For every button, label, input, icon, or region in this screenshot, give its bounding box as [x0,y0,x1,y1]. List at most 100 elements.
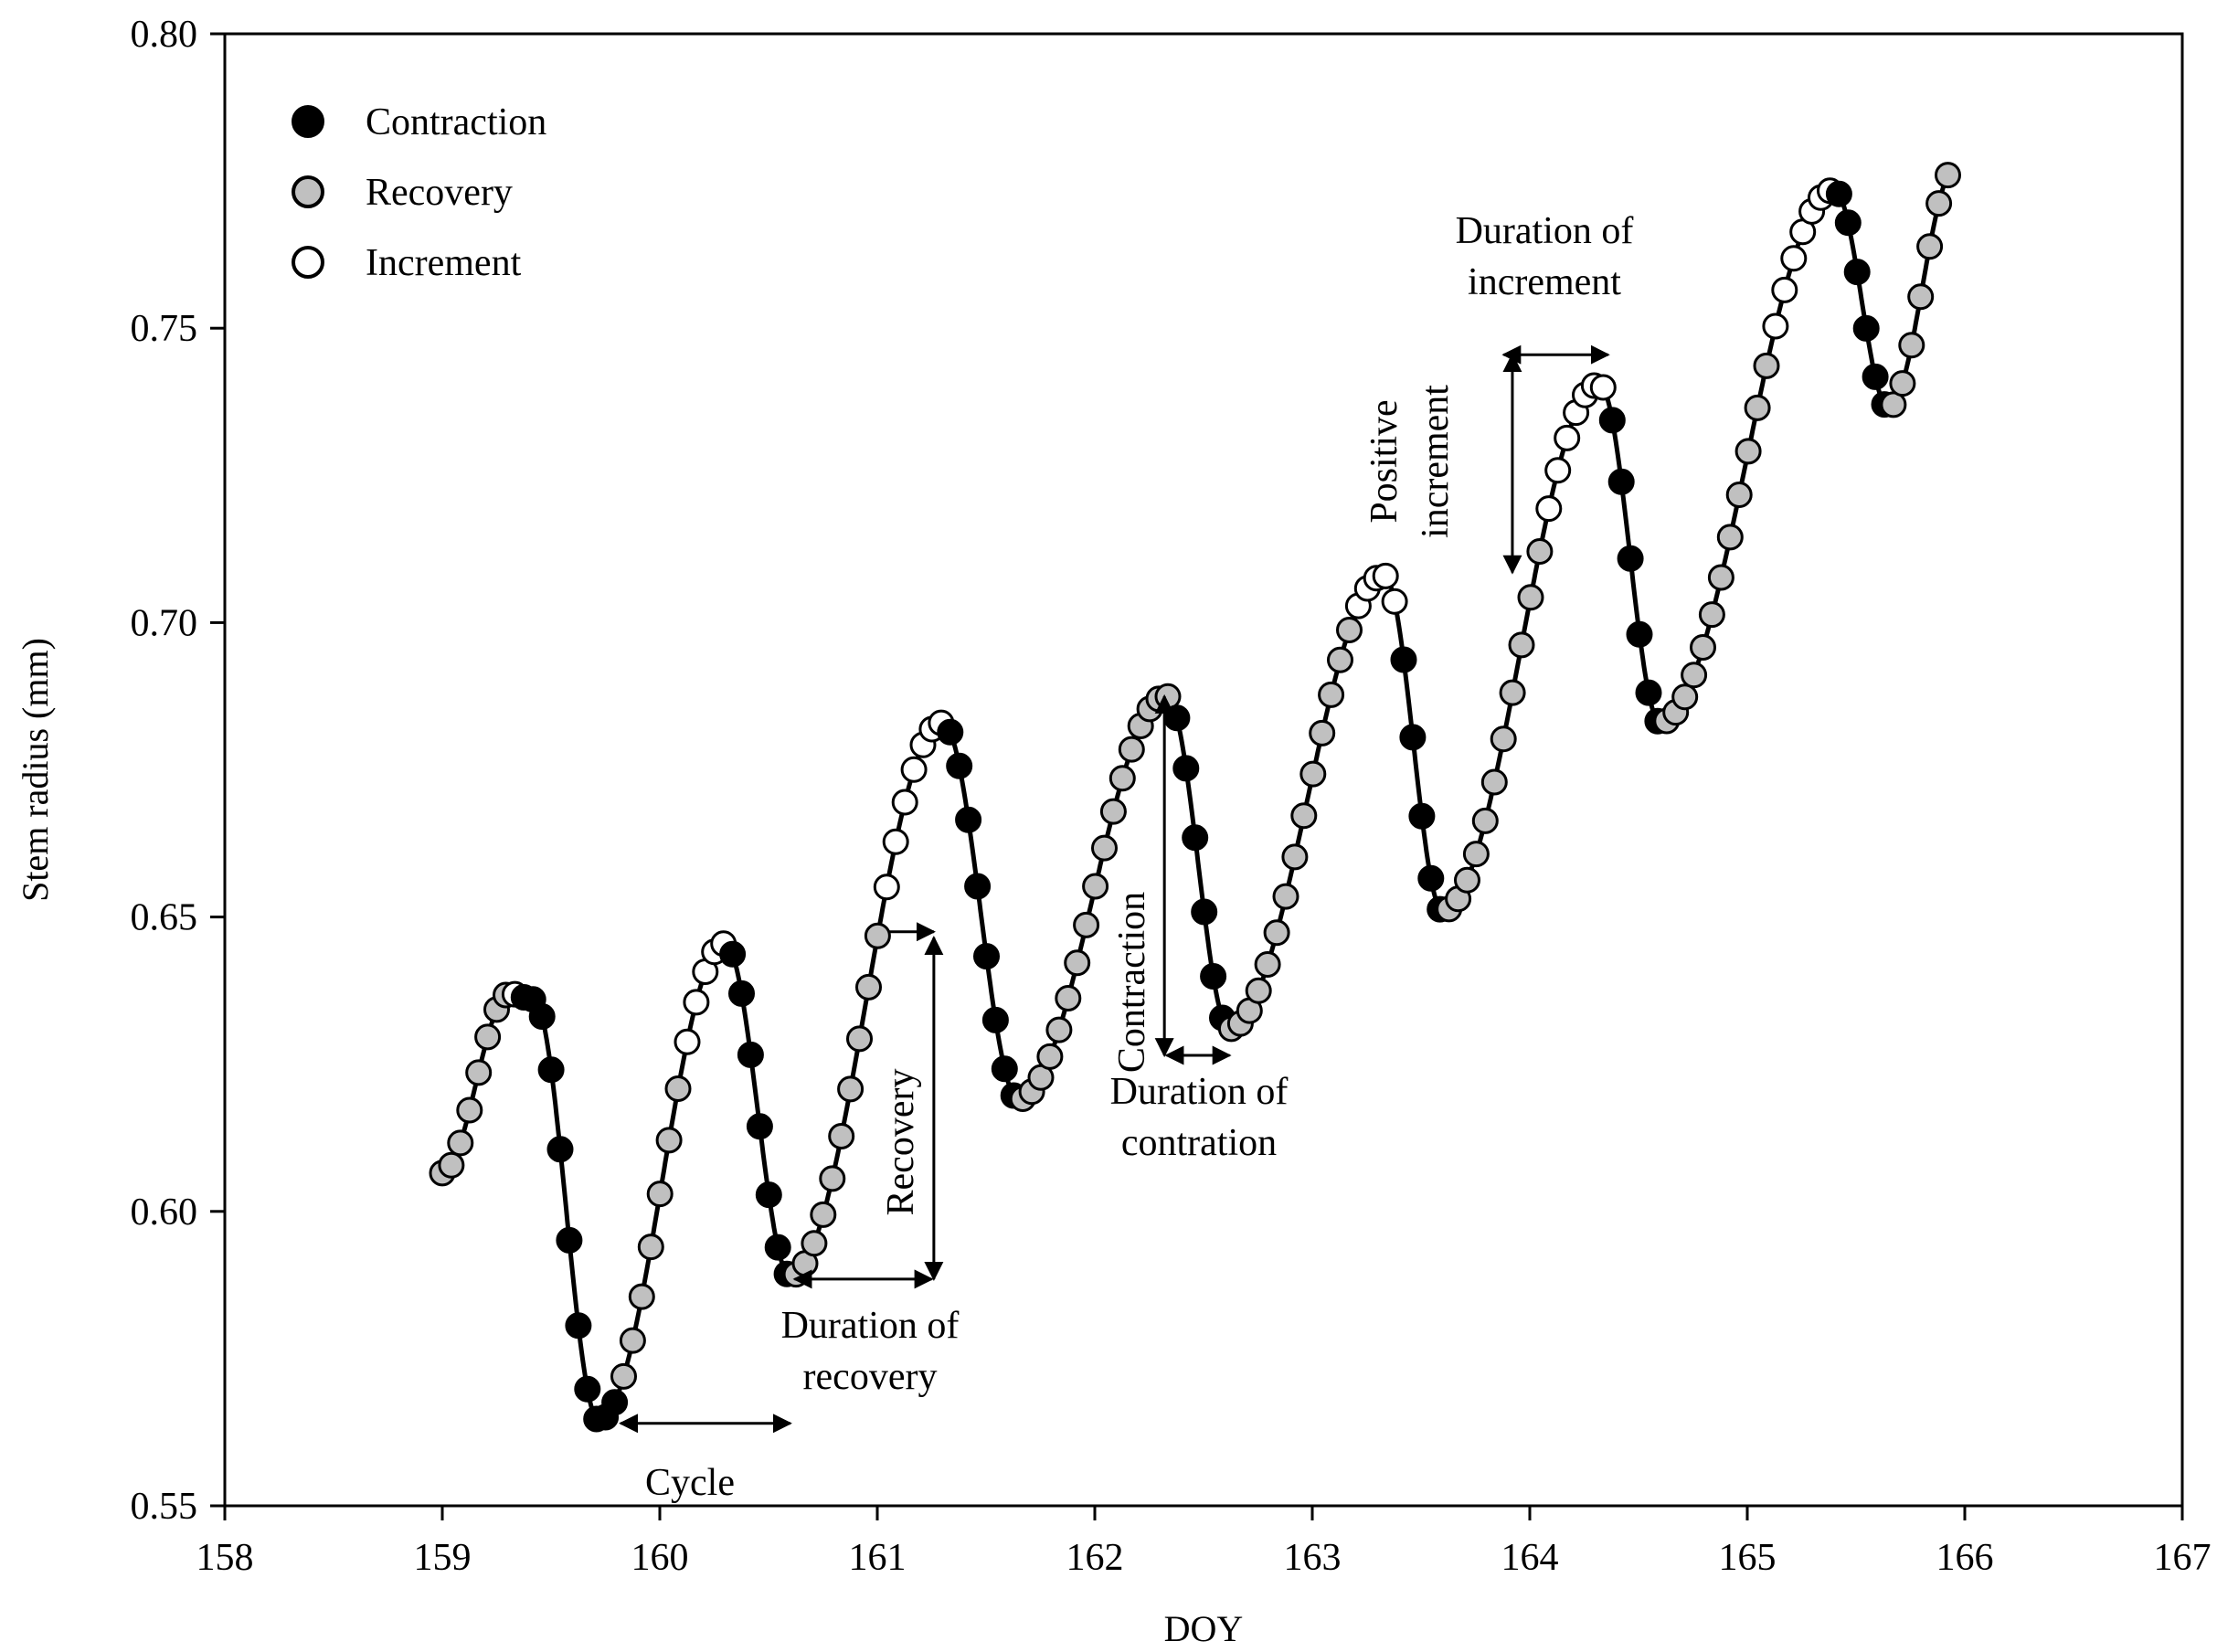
contraction-point [1635,679,1662,706]
y-tick-label: 0.75 [131,308,198,350]
recovery-point [447,1129,474,1157]
increment-point [1780,245,1808,272]
recovery-point [1318,681,1345,708]
contraction-point [737,1041,764,1068]
x-tick-label: 167 [2154,1537,2212,1579]
x-tick-label: 159 [414,1537,472,1579]
x-axis-title: DOY [1164,1608,1244,1649]
increment-point [1589,374,1617,401]
recovery-point [438,1151,465,1179]
recovery-point [1490,725,1517,753]
contraction-point [964,873,992,900]
recovery-point [1671,683,1699,711]
y-axis-title: Stem radius (mm) [15,638,56,902]
increment-point [674,1028,701,1055]
x-tick-label: 158 [196,1537,254,1579]
recovery-point [855,973,882,1001]
y-tick-label: 0.65 [131,897,198,939]
recovery-point [1045,1016,1073,1043]
contraction-point [1200,963,1227,990]
contraction-legend-marker [292,105,324,138]
recovery-point [1327,646,1353,673]
contraction-point [537,1056,565,1084]
positive-increment-label: Positive [1363,399,1406,523]
x-axis: 158 159 160 161 162 163 164 165 166 167 [196,1506,2212,1579]
annotations: Cycle Duration of recovery Recovery Contract… [619,210,1634,1504]
increment-point [1762,312,1789,340]
recovery-point [1263,919,1290,947]
contraction-point [1843,259,1871,286]
contraction-point [955,806,982,833]
contraction-point [1172,755,1200,782]
duration-recovery-label: recovery [803,1356,938,1398]
recovery-point [1898,332,1925,359]
x-tick-label: 166 [1936,1537,1994,1579]
recovery-point [837,1075,865,1103]
contraction-point [973,943,1000,970]
contraction-point [1399,724,1427,751]
x-tick-label: 160 [631,1537,689,1579]
contraction-legend-label: Contraction [366,101,546,143]
contraction-point [1617,545,1644,572]
recovery-point [1681,662,1708,689]
recovery-point [474,1023,502,1051]
legend: Contraction Recovery Increment [292,101,546,284]
contraction-point [1163,704,1191,732]
recovery-point [655,1127,683,1154]
recovery-point [628,1283,655,1310]
recovery-point [1698,601,1725,629]
recovery-point [1935,162,1961,189]
contraction-point [1417,864,1445,892]
contraction-point [1182,824,1209,852]
contraction-point [574,1375,601,1403]
y-tick-label: 0.80 [131,14,198,56]
recovery-point [1281,843,1309,871]
y-axis: 0.55 0.60 0.65 0.70 0.75 0.80 [131,14,225,1528]
duration-contraction-label: Duration of [1110,1071,1289,1113]
positive-increment-label: increment [1415,385,1457,538]
contraction-point [546,1136,574,1163]
contraction-point [1626,620,1653,648]
recovery-point [864,922,891,949]
data-points [429,162,1961,1433]
recovery-point [1916,233,1944,260]
contraction-point [1852,314,1880,342]
increment-point [873,874,900,901]
recovery-point [1055,985,1082,1011]
increment-legend-label: Increment [366,242,522,284]
recovery-point [637,1234,664,1261]
x-tick-label: 161 [849,1537,907,1579]
recovery-point [1336,617,1363,643]
increment-point [882,828,909,855]
recovery-point [1073,911,1100,938]
recovery-point [1889,370,1916,397]
increment-point [900,756,928,783]
increment-legend-marker [292,246,324,279]
recovery-point [1744,394,1771,421]
increment-point [683,989,710,1016]
recovery-point [465,1059,493,1086]
recovery-point [1526,538,1554,565]
contraction-point [565,1312,592,1340]
contraction-point [1598,407,1626,434]
duration-increment-label: Duration of [1456,210,1634,252]
recovery-point [1036,1043,1064,1070]
contraction-point [1390,646,1417,673]
recovery-point [1118,736,1145,763]
recovery-point [610,1362,637,1390]
recovery-point [819,1165,846,1192]
recovery-point [828,1123,855,1149]
recovery-point [846,1025,873,1053]
recovery-point [1299,760,1327,788]
contraction-point [1825,180,1852,207]
recovery-point [1099,798,1127,825]
recovery-point [1508,631,1535,659]
recovery-point [1480,768,1508,796]
x-tick-label: 165 [1719,1537,1777,1579]
recovery-point [1690,634,1716,661]
recovery-point [810,1201,837,1228]
recovery-point [1254,951,1281,978]
recovery-point [1462,841,1490,868]
contraction-point [1607,468,1635,495]
